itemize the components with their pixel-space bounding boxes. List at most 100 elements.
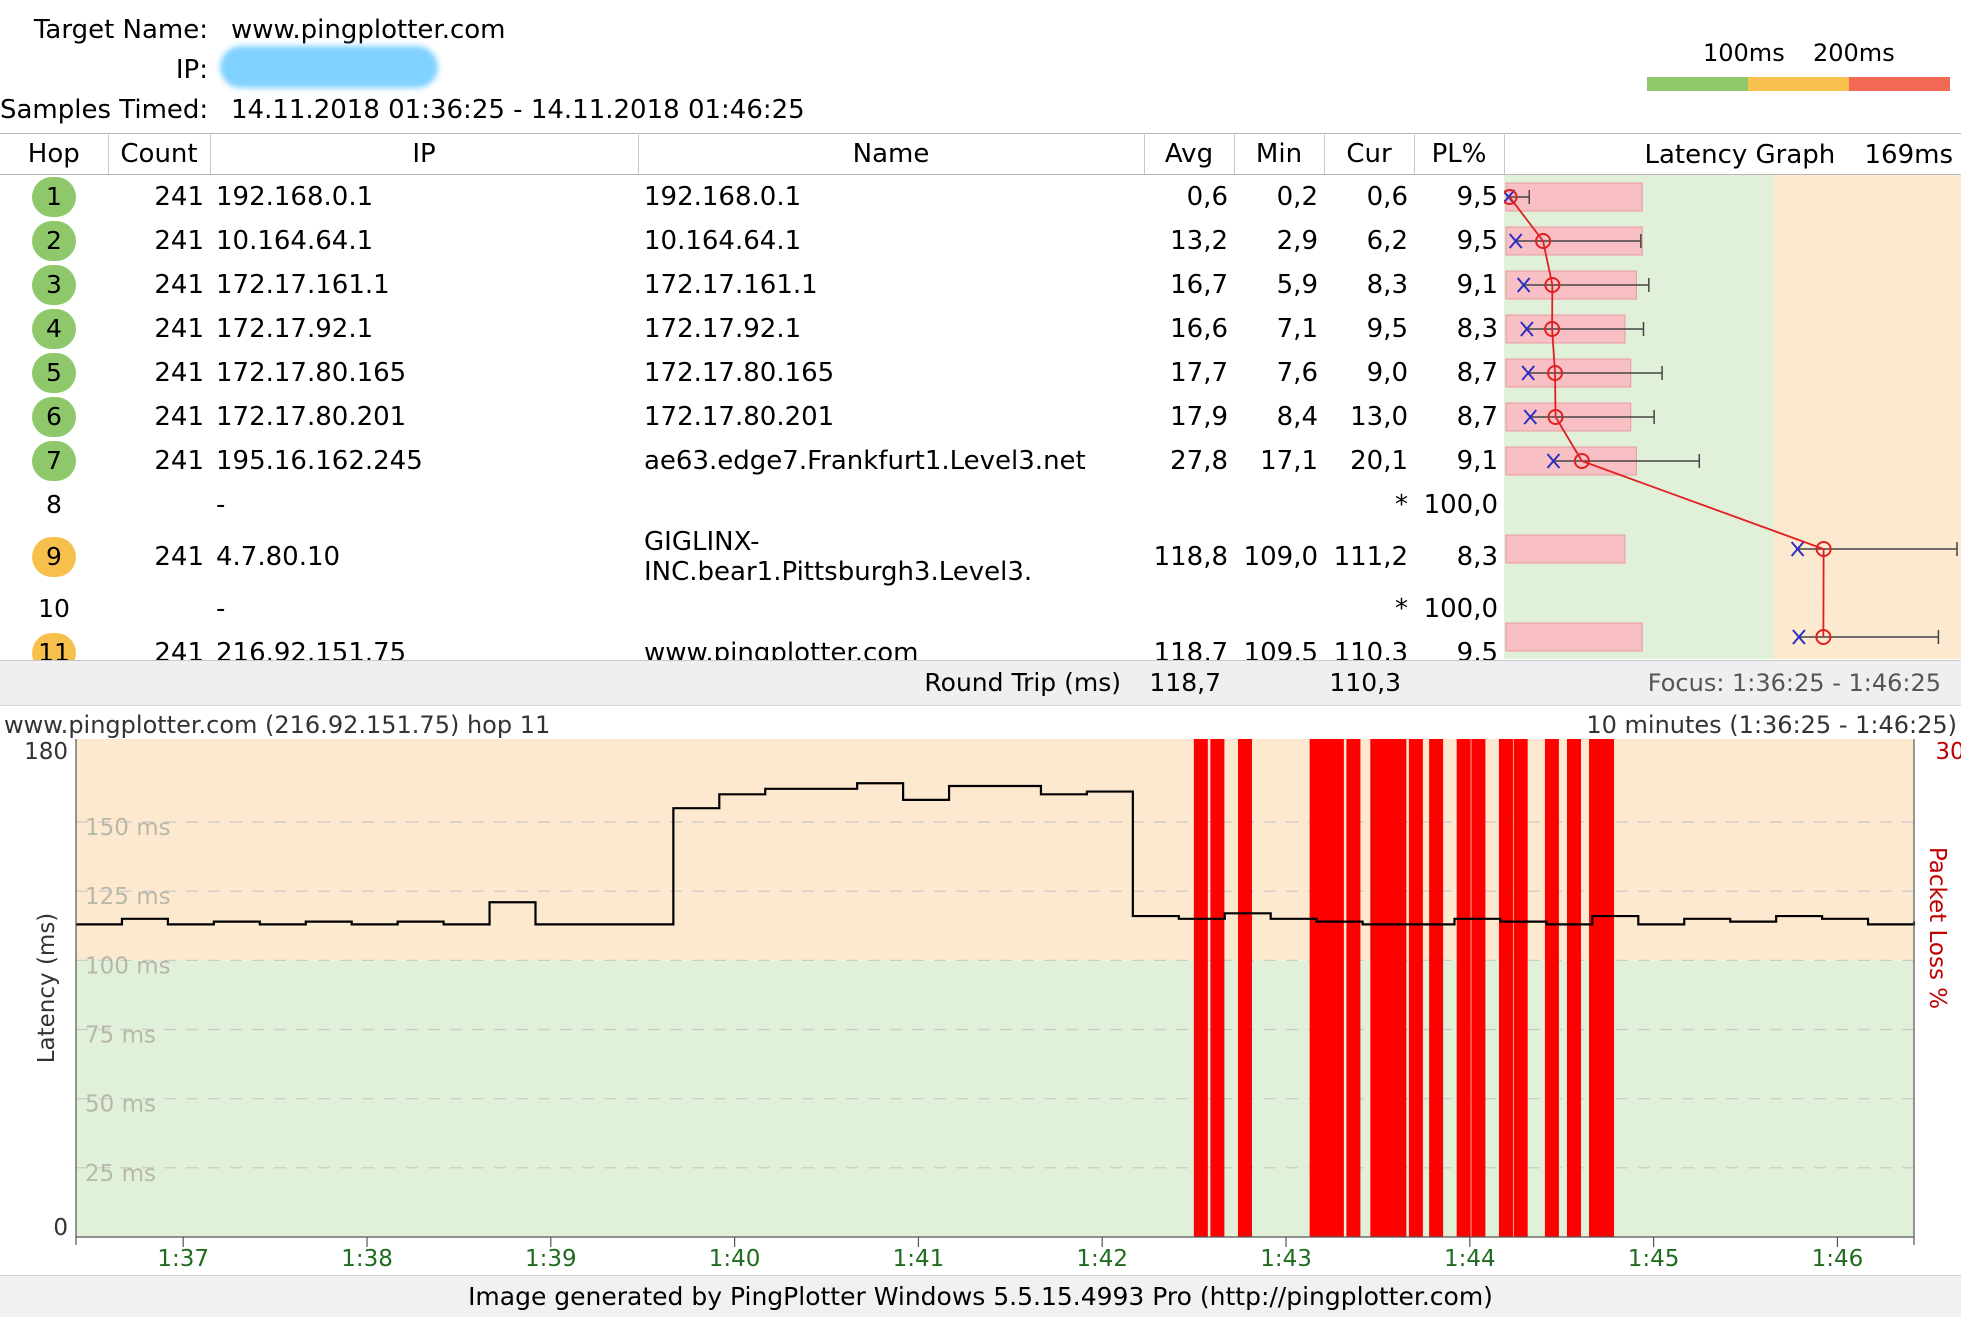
hop-min	[1234, 587, 1324, 631]
packet-loss-bar	[1505, 622, 1643, 652]
packet-loss-spike	[1193, 739, 1208, 1237]
column-header-count[interactable]: Count	[108, 133, 211, 175]
latency-min-marker	[1521, 365, 1535, 381]
table-row[interactable]: 3 241 172.17.161.1 172.17.161.1 16,7 5,9 8,3 9,…	[0, 263, 1961, 307]
hop-avg	[1144, 483, 1234, 527]
hop-pl: 9,1	[1456, 270, 1498, 300]
x-tick-label: 1:46	[1812, 1246, 1864, 1272]
threshold-red-bar	[1849, 77, 1950, 91]
gridline-label: 100 ms	[85, 953, 171, 979]
hop-number: 2	[0, 219, 108, 263]
hop-pl: 100,0	[1423, 490, 1498, 520]
latency-min-marker	[1516, 277, 1531, 293]
table-row[interactable]: 2 241 10.164.64.1 10.164.64.1 13,2 2,9 6,2 9,5	[0, 219, 1961, 263]
packet-loss-spike	[1498, 739, 1513, 1237]
hop-avg: 17,7	[1170, 358, 1228, 388]
packet-loss-spike	[1392, 739, 1407, 1237]
hop-status-badge: 8	[46, 490, 62, 519]
latency-min-marker	[1523, 409, 1538, 425]
hop-count	[108, 587, 210, 631]
table-row[interactable]: 1 241 192.168.0.1 192.168.0.1 0,6 0,2 0,6 9,5	[0, 175, 1961, 220]
table-row[interactable]: 4 241 172.17.92.1 172.17.92.1 16,6 7,1 9,5 8,3	[0, 307, 1961, 351]
column-header-cur[interactable]: Cur	[1324, 133, 1415, 175]
table-row[interactable]: 9 241 4.7.80.10 GIGLINX-INC.bear1.Pittsburg…	[0, 527, 1961, 587]
hop-pl: 9,5	[1456, 226, 1498, 256]
column-header-latency-graph[interactable]: Latency Graph 169ms	[1504, 133, 1961, 175]
timeline-chart[interactable]: 150 ms 125 ms 100 ms 75 ms 50 ms 25 ms 180 0 30 L…	[0, 735, 1961, 1275]
hop-name: 192.168.0.1	[644, 182, 802, 212]
y-axis-min-label: 0	[53, 1215, 68, 1241]
gridline-label: 75 ms	[85, 1023, 156, 1049]
hop-name: GIGLINX-INC.bear1.Pittsburgh3.Level3.	[644, 527, 1033, 587]
hop-ip: 4.7.80.10	[216, 542, 341, 572]
hop-count: 241	[154, 270, 204, 300]
hop-avg: 13,2	[1170, 226, 1228, 256]
packet-loss-spike	[1544, 739, 1559, 1237]
hop-min: 2,9	[1276, 226, 1318, 256]
x-tick-label: 1:44	[1444, 1246, 1496, 1272]
hop-name: 172.17.80.201	[644, 402, 835, 432]
table-row[interactable]: 5 241 172.17.80.165 172.17.80.165 17,7 7,6 9,0…	[0, 351, 1961, 395]
hop-count: 241	[154, 314, 204, 344]
gridline-label: 150 ms	[85, 815, 171, 841]
latency-min-marker	[1508, 233, 1523, 249]
column-header-avg[interactable]: Avg	[1144, 133, 1235, 175]
hop-count: 241	[154, 402, 204, 432]
hop-count	[108, 483, 210, 527]
hop-cur: 0,6	[1366, 182, 1408, 212]
hop-ip: -	[216, 490, 226, 520]
threshold-yellow-bar	[1748, 77, 1849, 91]
packet-loss-spike	[1210, 739, 1225, 1237]
hop-ip: 172.17.161.1	[216, 270, 390, 300]
hop-name: 172.17.80.165	[644, 358, 835, 388]
hop-count: 241	[154, 226, 204, 256]
hop-ip: -	[216, 594, 226, 624]
hop-number: 5	[0, 351, 108, 395]
hop-pl: 8,3	[1456, 542, 1498, 572]
hop-pl: 8,7	[1456, 402, 1498, 432]
hop-status-badge: 9	[32, 537, 76, 577]
ip-label: IP:	[175, 55, 208, 85]
hop-count: 241	[154, 542, 204, 572]
latency-zone-1	[76, 739, 1914, 961]
packet-loss-spike	[1370, 739, 1385, 1237]
table-row[interactable]: 8 - * 100,0	[0, 483, 1961, 527]
x-tick-label: 1:42	[1076, 1246, 1128, 1272]
latency-avg-marker	[1544, 277, 1561, 293]
hop-cur: 9,0	[1366, 358, 1408, 388]
latency-graph-label: Latency Graph	[1644, 140, 1836, 170]
round-trip-avg: 118,7	[1149, 668, 1221, 697]
latency-avg-marker	[1547, 409, 1564, 425]
table-row[interactable]: 10 - * 100,0	[0, 587, 1961, 631]
gridline-label: 25 ms	[85, 1161, 156, 1187]
latency-avg-marker	[1535, 233, 1552, 249]
x-tick-label: 1:41	[893, 1246, 945, 1272]
timeline-title: www.pingplotter.com (216.92.151.75) hop …	[4, 711, 551, 739]
x-tick-label: 1:45	[1628, 1246, 1680, 1272]
focus-range: Focus: 1:36:25 - 1:46:25	[1647, 669, 1941, 697]
x-tick-label: 1:43	[1260, 1246, 1312, 1272]
hop-number: 9	[0, 527, 108, 587]
hop-status-badge: 2	[32, 221, 76, 261]
hop-ip: 172.17.92.1	[216, 314, 374, 344]
table-row[interactable]: 7 241 195.16.162.245 ae63.edge7.Frankfurt1.…	[0, 439, 1961, 483]
latency-graph-yellow-zone	[1773, 175, 1961, 659]
column-header-name[interactable]: Name	[638, 133, 1145, 175]
hop-pl: 8,3	[1456, 314, 1498, 344]
column-header-ip[interactable]: IP	[210, 133, 639, 175]
round-trip-cur: 110,3	[1329, 668, 1401, 697]
hop-pl: 100,0	[1423, 594, 1498, 624]
latency-graph-max-label: 169ms	[1864, 140, 1954, 170]
column-header-hop[interactable]: Hop	[0, 133, 109, 175]
hop-name	[638, 483, 1144, 527]
column-header-min[interactable]: Min	[1234, 133, 1325, 175]
hop-status-badge: 4	[32, 309, 76, 349]
table-row[interactable]: 6 241 172.17.80.201 172.17.80.201 17,9 8,4 13,…	[0, 395, 1961, 439]
hop-table: Hop Count IP Name Avg Min Cur PL% Latenc…	[0, 133, 1961, 675]
column-header-pl[interactable]: PL%	[1414, 133, 1505, 175]
hop-cur: 9,5	[1366, 314, 1408, 344]
hop-status-badge: 6	[32, 397, 76, 437]
hop-status-badge: 7	[32, 441, 76, 481]
hop-min	[1234, 483, 1324, 527]
hop-ip: 172.17.80.201	[216, 402, 407, 432]
